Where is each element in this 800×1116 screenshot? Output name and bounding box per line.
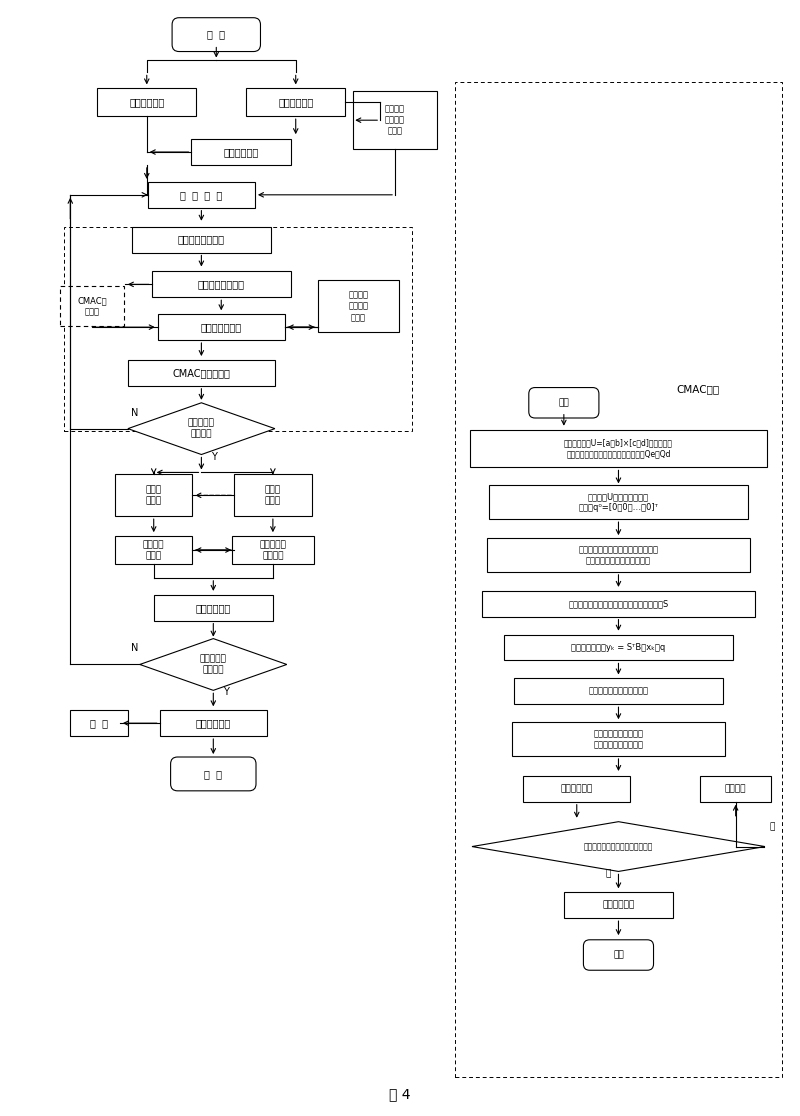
FancyBboxPatch shape bbox=[487, 538, 750, 571]
Text: 控制目
标偏差: 控制目 标偏差 bbox=[146, 485, 162, 506]
FancyBboxPatch shape bbox=[148, 182, 255, 208]
FancyBboxPatch shape bbox=[97, 88, 197, 116]
Text: 得出目标的输出与给定
值的偏差及偏差变化率: 得出目标的输出与给定 值的偏差及偏差变化率 bbox=[594, 729, 643, 749]
Text: 各传感器状态: 各传感器状态 bbox=[278, 97, 314, 107]
FancyBboxPatch shape bbox=[504, 635, 733, 661]
FancyBboxPatch shape bbox=[70, 710, 128, 737]
Text: CMAC控制: CMAC控制 bbox=[676, 384, 719, 394]
Polygon shape bbox=[128, 403, 275, 454]
Text: 确定包含该脉谱点的超几何空间，选定矩阵S: 确定包含该脉谱点的超几何空间，选定矩阵S bbox=[568, 599, 669, 608]
Text: 基本工况条件: 基本工况条件 bbox=[223, 147, 258, 157]
FancyBboxPatch shape bbox=[154, 595, 273, 620]
FancyBboxPatch shape bbox=[60, 287, 125, 326]
FancyBboxPatch shape bbox=[490, 485, 747, 519]
Text: 否: 否 bbox=[770, 822, 775, 831]
FancyBboxPatch shape bbox=[232, 536, 314, 564]
Polygon shape bbox=[472, 821, 765, 872]
FancyBboxPatch shape bbox=[152, 271, 290, 297]
Text: 结  束: 结 束 bbox=[204, 769, 222, 779]
FancyBboxPatch shape bbox=[529, 387, 599, 418]
FancyBboxPatch shape bbox=[160, 710, 267, 737]
FancyBboxPatch shape bbox=[482, 590, 755, 617]
Text: Y: Y bbox=[211, 452, 218, 462]
Polygon shape bbox=[140, 638, 286, 691]
FancyBboxPatch shape bbox=[514, 679, 722, 704]
Text: 控制目标
偏差变化
率计算: 控制目标 偏差变化 率计算 bbox=[348, 290, 368, 321]
FancyBboxPatch shape bbox=[583, 940, 654, 970]
FancyBboxPatch shape bbox=[115, 536, 193, 564]
Text: 选  定  工  况: 选 定 工 况 bbox=[180, 190, 222, 200]
Text: 进入组合控制: 进入组合控制 bbox=[196, 719, 231, 728]
Text: N: N bbox=[131, 643, 138, 653]
FancyBboxPatch shape bbox=[700, 776, 771, 801]
FancyBboxPatch shape bbox=[470, 430, 767, 468]
FancyBboxPatch shape bbox=[318, 280, 399, 333]
Text: 偏差与偏差变化率是否符合要求？: 偏差与偏差变化率是否符合要求？ bbox=[584, 843, 653, 852]
Text: 开始: 开始 bbox=[558, 398, 570, 407]
FancyBboxPatch shape bbox=[191, 140, 290, 165]
FancyBboxPatch shape bbox=[170, 757, 256, 791]
FancyBboxPatch shape bbox=[128, 360, 275, 386]
FancyBboxPatch shape bbox=[523, 776, 630, 801]
Text: 是否达到稳
定条件？: 是否达到稳 定条件？ bbox=[188, 418, 215, 439]
Text: 确定输入空间U=[a，b]×[c，d]，并分别对
偏差区间及偏差变化率区间取量化级数Qe和Qd: 确定输入空间U=[a，b]×[c，d]，并分别对 偏差区间及偏差变化率区间取量化… bbox=[564, 439, 673, 459]
Text: 确定空间U上的节点，选取
权系数q⁰=[0，0，…，0]ᵀ: 确定空间U上的节点，选取 权系数q⁰=[0，0，…，0]ᵀ bbox=[578, 492, 658, 512]
Text: 与常规控制器输出求和作用: 与常规控制器输出求和作用 bbox=[589, 686, 649, 696]
FancyBboxPatch shape bbox=[234, 474, 312, 517]
FancyBboxPatch shape bbox=[353, 92, 438, 150]
Text: 偏差变化
率计算: 偏差变化 率计算 bbox=[143, 540, 165, 560]
FancyBboxPatch shape bbox=[158, 315, 285, 340]
Text: 控制器估值输出yₖ = SᵀB（xₖ）q: 控制器估值输出yₖ = SᵀB（xₖ）q bbox=[571, 643, 666, 652]
Text: 选取高斯基函数的参数及作用范围，
确定节点为中心的超几何空间: 选取高斯基函数的参数及作用范围， 确定节点为中心的超几何空间 bbox=[578, 545, 658, 565]
Text: CMAC前
馈控制: CMAC前 馈控制 bbox=[78, 296, 107, 316]
FancyBboxPatch shape bbox=[132, 227, 271, 252]
Text: 是: 是 bbox=[606, 869, 611, 878]
Text: 是否达到稳
定条件？: 是否达到稳 定条件？ bbox=[200, 654, 226, 674]
Text: 图 4: 图 4 bbox=[390, 1087, 410, 1101]
Text: 进入学习过程: 进入学习过程 bbox=[561, 785, 593, 793]
Text: 计算输出基本脉谱: 计算输出基本脉谱 bbox=[178, 234, 225, 244]
FancyBboxPatch shape bbox=[246, 88, 346, 116]
Text: 存  储: 存 储 bbox=[90, 719, 108, 728]
Text: 各传感器
信号变化
率计算: 各传感器 信号变化 率计算 bbox=[385, 105, 405, 136]
Text: 产生动态脉谱: 产生动态脉谱 bbox=[196, 603, 231, 613]
Text: 开  始: 开 始 bbox=[207, 30, 226, 40]
Text: 各传感
器状态: 各传感 器状态 bbox=[265, 485, 281, 506]
Text: CMAC逆运动控制: CMAC逆运动控制 bbox=[173, 368, 230, 378]
Text: 结束: 结束 bbox=[613, 951, 624, 960]
Text: 基本操作条件: 基本操作条件 bbox=[129, 97, 164, 107]
Text: 修正权值: 修正权值 bbox=[725, 785, 746, 793]
Text: N: N bbox=[131, 407, 138, 417]
FancyBboxPatch shape bbox=[115, 474, 193, 517]
FancyBboxPatch shape bbox=[512, 722, 726, 756]
FancyBboxPatch shape bbox=[564, 893, 673, 918]
Text: 基本修正脉谱输出: 基本修正脉谱输出 bbox=[198, 279, 245, 289]
Text: 各传感器变
化率计算: 各传感器变 化率计算 bbox=[259, 540, 286, 560]
Text: Y: Y bbox=[223, 687, 229, 698]
FancyBboxPatch shape bbox=[172, 18, 261, 51]
Text: 控制目标的偏差: 控制目标的偏差 bbox=[201, 323, 242, 333]
Text: 进入控制过程: 进入控制过程 bbox=[602, 901, 634, 910]
